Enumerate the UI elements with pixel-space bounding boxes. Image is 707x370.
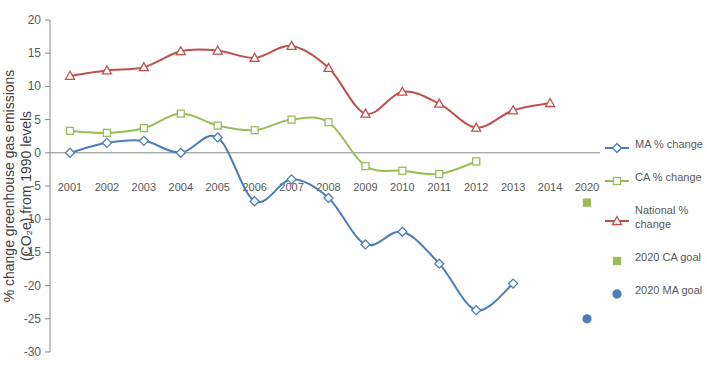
y-tick-label: 10 [28, 79, 42, 93]
data-point [176, 47, 185, 55]
y-tick-label: 0 [34, 146, 41, 160]
y-tick-label: 5 [34, 113, 41, 127]
x-tick-label: 2001 [58, 181, 82, 193]
data-point [583, 315, 591, 323]
x-tick-label: 2014 [538, 181, 562, 193]
y-tick [45, 186, 50, 187]
data-point [139, 136, 148, 145]
legend: MA % change CA % change National %change 20… [605, 138, 703, 298]
x-tick-label: 2003 [132, 181, 156, 193]
y-tick [45, 285, 50, 286]
y-tick [45, 318, 50, 319]
x-tick-label: 2012 [464, 181, 488, 193]
y-axis-label: % change greenhouse gas emissions(CO₂e) … [1, 70, 34, 303]
legend-label: CA % change [635, 171, 702, 183]
data-point [509, 106, 518, 114]
y-tick [45, 20, 50, 21]
x-tick-label: 2004 [169, 181, 193, 193]
data-point [288, 116, 295, 123]
x-tick-label: 2002 [95, 181, 119, 193]
chart-svg: -30-25-20-15-10-505101520200120022003200… [0, 0, 707, 370]
data-point [139, 63, 148, 71]
data-point [213, 133, 222, 142]
data-point [287, 41, 296, 49]
data-point [66, 71, 75, 79]
x-tick-label: 2010 [390, 181, 414, 193]
data-point [213, 46, 222, 54]
data-point [324, 63, 333, 71]
y-tick [45, 252, 50, 253]
x-tick-label: 2009 [353, 181, 377, 193]
x-tick-label: 2005 [205, 181, 229, 193]
x-tick-label: 2020 [575, 181, 599, 193]
y-tick-label: -30 [24, 345, 42, 359]
data-point [140, 125, 147, 132]
legend-label: 2020 MA goal [635, 284, 702, 296]
data-point [361, 109, 370, 117]
x-tick-label: 2011 [427, 181, 451, 193]
data-point [250, 197, 259, 206]
data-point [325, 119, 332, 126]
legend-marker [614, 258, 621, 265]
series-line [70, 46, 550, 128]
data-point [472, 306, 481, 315]
y-tick-label: 15 [28, 46, 42, 60]
y-tick-label: 20 [28, 13, 42, 27]
y-tick-label: -20 [24, 279, 42, 293]
series-line [70, 114, 476, 175]
y-tick-label: -25 [24, 312, 42, 326]
legend-label: MA % change [635, 138, 703, 150]
data-point [66, 148, 75, 157]
data-point [435, 259, 444, 268]
y-tick [45, 86, 50, 87]
data-point [67, 127, 74, 134]
y-tick [45, 53, 50, 54]
data-point [398, 87, 407, 95]
data-point [546, 99, 555, 107]
data-point [398, 227, 407, 236]
data-point [250, 53, 259, 61]
data-point [435, 99, 444, 107]
data-point [361, 240, 370, 249]
data-point [324, 193, 333, 202]
data-point [177, 110, 184, 117]
plot-area [66, 41, 592, 322]
data-point [362, 163, 369, 170]
legend-label: 2020 CA goal [635, 251, 701, 263]
series-line [70, 136, 513, 311]
x-tick-label: 2013 [501, 181, 525, 193]
y-tick [45, 219, 50, 220]
data-point [472, 123, 481, 131]
y-tick [45, 352, 50, 353]
data-point [176, 148, 185, 157]
data-point [399, 167, 406, 174]
data-point [214, 122, 221, 129]
legend-marker [613, 217, 622, 225]
y-tick [45, 119, 50, 120]
legend-label: National %change [635, 204, 688, 230]
data-point [102, 138, 111, 147]
data-point [436, 171, 443, 178]
x-axis-line [50, 152, 600, 153]
legend-marker [613, 144, 622, 153]
data-point [509, 279, 518, 288]
legend-marker [613, 290, 621, 298]
chart-container: -30-25-20-15-10-505101520200120022003200… [0, 0, 707, 370]
data-point [251, 127, 258, 134]
legend-marker [614, 178, 621, 185]
data-point [584, 199, 591, 206]
data-point [102, 66, 111, 74]
y-tick [45, 152, 50, 153]
data-point [473, 158, 480, 165]
data-point [103, 129, 110, 136]
data-point [287, 175, 296, 184]
